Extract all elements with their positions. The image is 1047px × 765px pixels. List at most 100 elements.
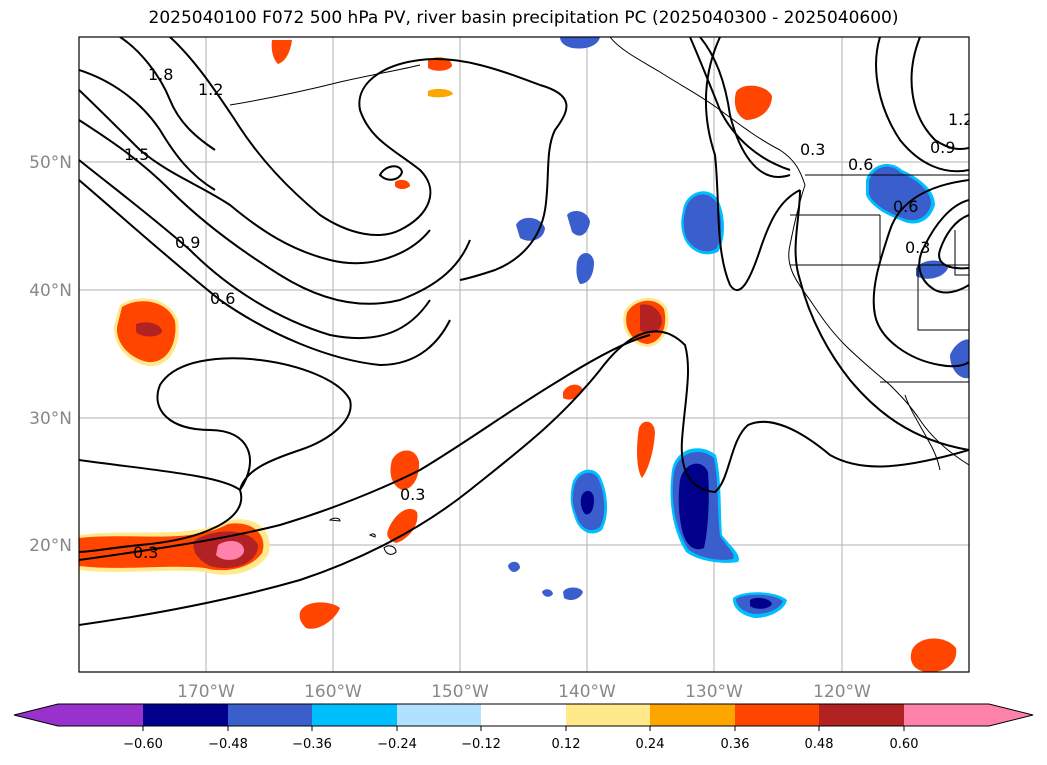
colorbar-segment: [904, 704, 989, 726]
precip-blob: [567, 210, 590, 236]
precip-blob: [428, 57, 452, 71]
map-border: [78, 36, 970, 673]
pv-contour: [119, 37, 216, 151]
precip-blob: [428, 88, 453, 98]
pv-label: 0.3: [133, 543, 158, 562]
colorbar-segment: [819, 704, 904, 726]
pv-contour: [79, 89, 431, 265]
lon-label: 160°W: [304, 682, 362, 702]
colorbar-tick-label: −0.36: [292, 737, 332, 752]
colorbar-segment: [58, 704, 143, 726]
colorbar-tick-label: −0.12: [461, 737, 501, 752]
pv-contour-labels: 1.8 1.2 1.5 0.9 0.6 0.3 0.3 0.6 0.9 1.2 …: [124, 65, 973, 562]
precip-blob: [678, 463, 709, 550]
pv-contour: [378, 165, 404, 181]
pv-contour: [156, 357, 352, 491]
lat-labels: 50°N 40°N 30°N 20°N: [29, 153, 72, 556]
pv-contour: [689, 37, 791, 171]
coastline-aleutians: [229, 64, 421, 106]
pv-label: 1.2: [948, 110, 973, 129]
pv-contour: [910, 37, 969, 150]
colorbar-tick-label: 0.48: [805, 737, 834, 752]
precip-blob: [637, 421, 655, 478]
precip-blob: [516, 217, 545, 241]
precip-blob: [869, 166, 932, 221]
pv-contour: [79, 179, 451, 367]
lon-label: 140°W: [558, 682, 616, 702]
colorbar-tick-label: 0.24: [636, 737, 665, 752]
precip-blob: [950, 339, 969, 379]
pv-contour: [704, 37, 801, 292]
pv-contour: [938, 214, 969, 270]
lon-label: 120°W: [813, 682, 871, 702]
precip-blob: [395, 179, 410, 189]
pv-contour: [79, 330, 969, 626]
lat-label: 40°N: [29, 281, 72, 301]
pv-label: 0.6: [893, 197, 918, 216]
precip-blob: [750, 597, 772, 609]
precip-blob: [136, 322, 162, 337]
lat-label: 50°N: [29, 153, 72, 173]
pv-label: 0.3: [905, 238, 930, 257]
colorbar-tick-label: 0.12: [552, 737, 581, 752]
lon-label: 170°W: [177, 682, 235, 702]
lon-labels: 170°W 160°W 150°W 140°W 130°W 120°W: [177, 682, 871, 702]
precip-blob: [910, 638, 957, 672]
pv-contour: [79, 459, 243, 553]
precip-blob: [563, 587, 583, 600]
precip-blob: [734, 85, 772, 120]
colorbar-segment: [650, 704, 735, 726]
lat-label: 30°N: [29, 409, 72, 429]
pv-label: 0.3: [800, 140, 825, 159]
pv-contour: [794, 189, 969, 451]
precip-blob: [683, 194, 722, 252]
pv-contour: [169, 37, 568, 281]
precip-blob: [299, 602, 340, 629]
precip-blob: [542, 589, 553, 597]
precip-blob: [387, 508, 418, 543]
colorbar-tick-label: 0.36: [721, 737, 750, 752]
map-area: [79, 37, 969, 672]
lon-label: 130°W: [685, 682, 743, 702]
pv-contour: [918, 199, 969, 294]
pv-label: 1.2: [198, 80, 223, 99]
pv-contour: [875, 37, 969, 173]
colorbar-outline: [13, 703, 1034, 727]
pv-contour: [79, 119, 471, 305]
pv-label: 1.8: [148, 65, 173, 84]
pv-contour: [79, 69, 216, 191]
colorbar-segment: [397, 704, 481, 726]
precip-blob: [271, 40, 292, 64]
pv-label: 0.6: [210, 289, 235, 308]
pv-label: 0.3: [400, 485, 425, 504]
gridlines: [79, 37, 969, 672]
colorbar-tick-label: −0.24: [377, 737, 417, 752]
colorbar-segment: [735, 704, 819, 726]
pv-label: 0.6: [848, 155, 873, 174]
pv-label: 0.9: [175, 233, 200, 252]
precip-blob: [640, 304, 662, 334]
coastline-baja: [904, 394, 941, 471]
pv-contours: [79, 37, 969, 626]
colorbar-segment: [481, 704, 566, 726]
precip-blob: [576, 253, 594, 284]
colorbar-extend-high: [989, 704, 1033, 726]
colorbar-tick-label: −0.60: [123, 737, 163, 752]
colorbar-extend-low: [14, 704, 58, 726]
colorbar-segment: [228, 704, 312, 726]
colorbar-tick-label: 0.60: [890, 737, 919, 752]
precip-blob: [560, 37, 600, 49]
pv-contour: [872, 179, 969, 368]
colorbar-segment: [143, 704, 228, 726]
colorbar-segment: [566, 704, 650, 726]
hawaii: [328, 517, 397, 555]
precip-blob: [508, 561, 520, 572]
colorbar: −0.60 −0.48 −0.36 −0.24 −0.12 0.12 0.24 …: [13, 703, 1034, 752]
precip-blob: [580, 490, 594, 515]
map-title: 2025040100 F072 500 hPa PV, river basin …: [148, 8, 899, 28]
pv-label: 1.5: [124, 145, 149, 164]
colorbar-tick-label: −0.48: [208, 737, 248, 752]
pv-label: 0.9: [930, 138, 955, 157]
lon-label: 150°W: [431, 682, 489, 702]
